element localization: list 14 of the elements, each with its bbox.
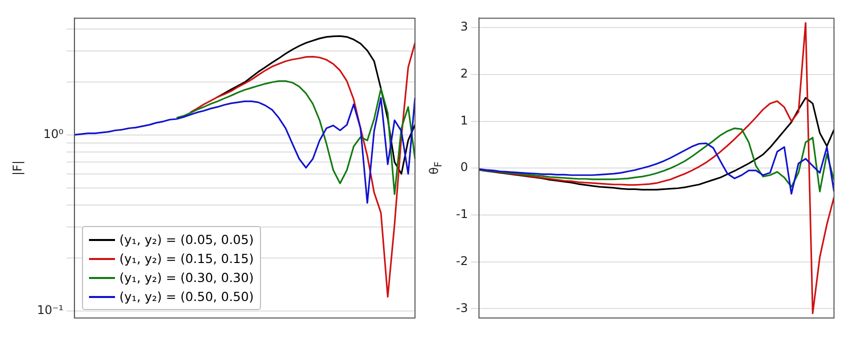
y-tick-label: -2 (456, 254, 468, 268)
y-tick-label: 2 (460, 66, 468, 81)
y-tick-label: 10⁰ (43, 126, 64, 141)
legend-label: (y₁, y₂) = (0.05, 0.05) (119, 231, 254, 249)
y-tick-label: 1 (460, 113, 468, 128)
y-tick-label: -1 (456, 207, 468, 222)
legend-label: (y₁, y₂) = (0.50, 0.50) (119, 288, 254, 306)
y-axis-title: |F| (10, 160, 24, 176)
legend-label: (y₁, y₂) = (0.30, 0.30) (119, 269, 254, 287)
y-tick-label: 3 (460, 20, 468, 34)
y-tick-label: 10⁻¹ (36, 302, 64, 317)
y-tick-label: -3 (456, 300, 468, 315)
y-tick-label: 0 (460, 160, 468, 174)
legend-label: (y₁, y₂) = (0.15, 0.15) (119, 250, 254, 268)
